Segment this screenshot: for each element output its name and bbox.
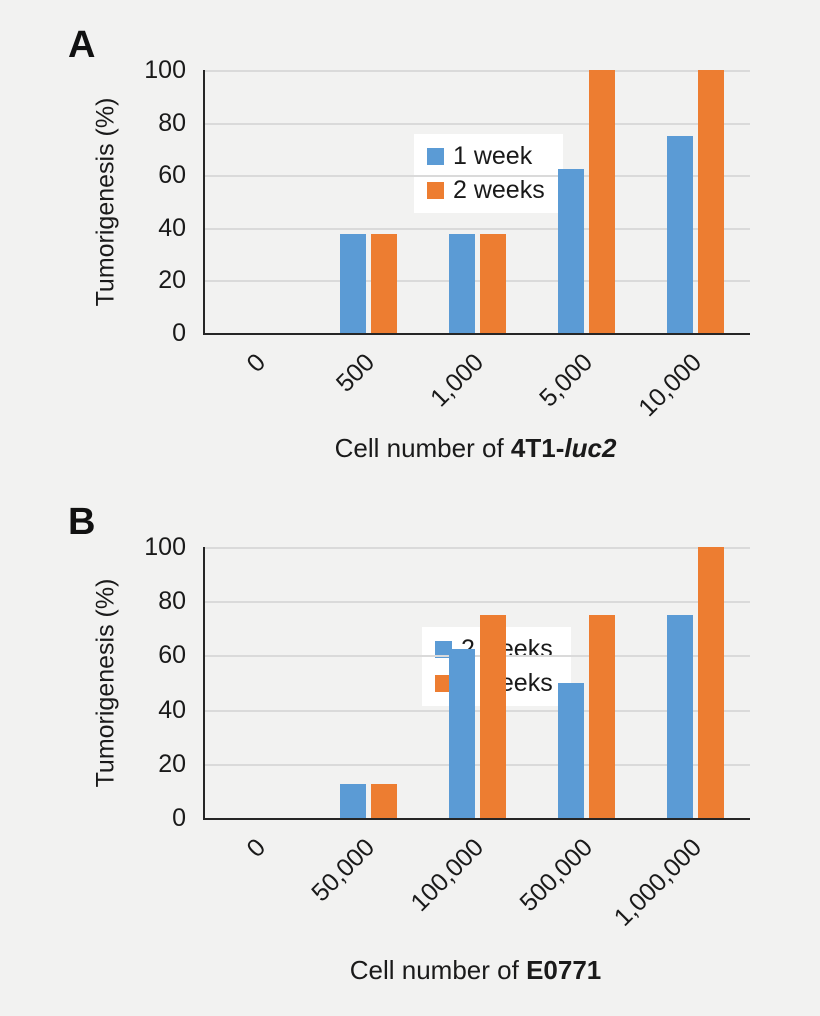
- bar-1-week-1000: [449, 234, 475, 333]
- panel-a-plot-area: 1 week 2 weeks: [203, 70, 750, 335]
- gridline-100: [205, 547, 750, 549]
- legend-label: 1 week: [453, 142, 533, 170]
- bar-2-weeks-500: [371, 234, 397, 333]
- y-tick-label-80: 80: [158, 587, 186, 616]
- y-tick-label-60: 60: [158, 161, 186, 190]
- bar-3-weeks-1000000: [698, 547, 724, 818]
- bar-2-weeks-500000: [558, 682, 584, 818]
- y-tick-label-100: 100: [144, 56, 186, 84]
- y-tick-label-100: 100: [144, 533, 186, 561]
- y-tick-label-80: 80: [158, 108, 186, 137]
- legend-entry-2-weeks: 2 weeks: [435, 636, 553, 663]
- y-tick-label-0: 0: [172, 319, 186, 347]
- legend-entry-3-weeks: 3 weeks: [435, 670, 553, 697]
- panel-a-x-axis-title-regular: Cell number of: [334, 433, 511, 463]
- panel-a-label: A: [68, 24, 96, 66]
- bar-2-weeks-1000: [480, 234, 506, 333]
- panel-b-label: B: [68, 501, 96, 543]
- panel-a-x-axis-title: Cell number of 4T1-luc2: [203, 433, 748, 464]
- legend-label: 2 weeks: [453, 176, 545, 204]
- gridline-40: [205, 709, 750, 712]
- legend-swatch-icon: [435, 641, 452, 658]
- gridline-40: [205, 227, 750, 230]
- legend-swatch-icon: [427, 148, 444, 165]
- gridline-80: [205, 122, 750, 125]
- y-tick-label-0: 0: [172, 804, 186, 832]
- panel-b-x-axis-title: Cell number of E0771: [203, 955, 748, 986]
- bar-3-weeks-500000: [589, 614, 615, 818]
- gridline-20: [205, 763, 750, 766]
- legend-swatch-icon: [435, 675, 452, 692]
- legend-entry-1-week: 1 week: [427, 143, 545, 170]
- gridline-60: [205, 655, 750, 658]
- bar-2-weeks-1000000: [667, 614, 693, 818]
- gridline-100: [205, 70, 750, 72]
- legend-entry-2-weeks: 2 weeks: [427, 177, 545, 204]
- y-tick-label-20: 20: [158, 266, 186, 295]
- panel-a: A Tumorigenesis (%) 0 20 40 60 80 100 1 week 2…: [0, 0, 820, 477]
- y-tick-label-20: 20: [158, 749, 186, 778]
- bar-2-weeks-50000: [340, 784, 366, 818]
- bar-1-week-500: [340, 234, 366, 333]
- legend-swatch-icon: [427, 182, 444, 199]
- bar-1-week-10000: [667, 135, 693, 333]
- panel-a-x-axis-title-bold-italic: luc2: [564, 433, 617, 463]
- bar-2-weeks-5000: [589, 70, 615, 333]
- gridline-80: [205, 601, 750, 604]
- panel-a-x-axis-title-bold: 4T1-: [510, 433, 565, 463]
- y-tick-label-60: 60: [158, 641, 186, 670]
- panel-b-x-axis-title-bold: E0771: [526, 955, 602, 985]
- legend-label: 2 weeks: [461, 635, 553, 663]
- y-tick-label-40: 40: [158, 213, 186, 242]
- bar-3-weeks-100000: [480, 614, 506, 818]
- bar-2-weeks-100000: [449, 648, 475, 818]
- bar-1-week-5000: [558, 168, 584, 333]
- gridline-60: [205, 175, 750, 178]
- bar-3-weeks-50000: [371, 784, 397, 818]
- panel-b: B Tumorigenesis (%) 0 20 40 60 80 100 2 weeks…: [0, 477, 820, 1016]
- y-tick-label-40: 40: [158, 695, 186, 724]
- legend-label: 3 weeks: [461, 669, 553, 697]
- panel-a-legend: 1 week 2 weeks: [414, 134, 563, 213]
- panel-b-x-axis-title-regular: Cell number of: [349, 955, 527, 985]
- gridline-20: [205, 280, 750, 283]
- bar-2-weeks-10000: [698, 70, 724, 333]
- panel-b-plot-area: 2 weeks 3 weeks: [203, 547, 750, 820]
